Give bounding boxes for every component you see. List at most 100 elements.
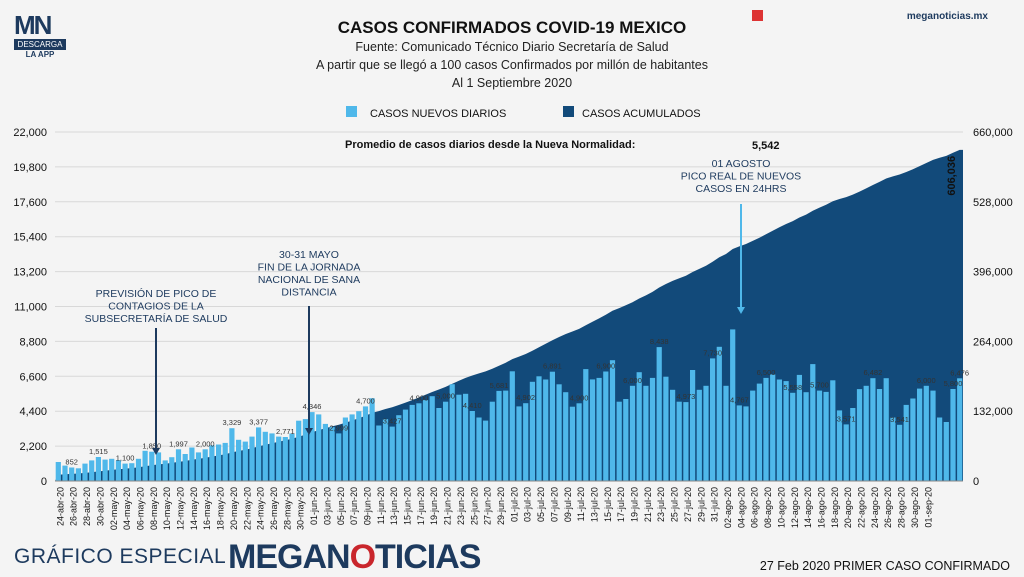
daily-bar (549, 371, 555, 481)
flag-icon (752, 10, 763, 21)
x-tick-label: 19-jul-20 (630, 487, 640, 522)
x-tick-label: 27-jun-20 (483, 487, 493, 525)
daily-bar (783, 381, 789, 481)
annotation-text: CONTAGIOS DE LA (108, 301, 204, 313)
x-tick-label: 12-may-20 (176, 487, 186, 530)
daily-bar (55, 462, 61, 481)
daily-bar (236, 439, 242, 481)
bar-data-label: 4,700 (356, 396, 375, 405)
bar-data-label: 4,900 (409, 393, 428, 402)
footer-brand: MEGANOTICIAS (228, 538, 481, 576)
daily-bar (943, 422, 949, 481)
cumulative-final-label: 606,036 (946, 156, 958, 196)
annotation-text: 01 AGOSTO (712, 158, 771, 170)
annotation-text: NACIONAL DE SANA (258, 274, 360, 286)
daily-bar (710, 358, 716, 481)
daily-bar (790, 392, 796, 481)
x-tick-label: 15-jul-20 (603, 487, 613, 522)
daily-bar (529, 381, 535, 481)
daily-bar (409, 404, 415, 481)
daily-bar (536, 376, 542, 481)
daily-bar (676, 401, 682, 481)
y-left-tick: 15,400 (13, 232, 47, 244)
daily-bar (329, 427, 335, 481)
daily-bar (429, 396, 435, 481)
daily-bar (683, 402, 689, 481)
chart-source: Fuente: Comunicado Técnico Diario Secret… (355, 40, 669, 54)
annotation-text: PREVISIÓN DE PICO DE (96, 287, 217, 300)
daily-bar (716, 346, 722, 481)
daily-bar (556, 384, 562, 481)
daily-bar (189, 447, 195, 481)
daily-bar (670, 389, 676, 481)
x-tick-label: 05-jul-20 (536, 487, 546, 522)
daily-bar (823, 391, 829, 481)
x-tick-label: 30-abr-20 (95, 487, 105, 526)
daily-bar (282, 437, 288, 481)
x-tick-label: 24-ago-20 (870, 487, 880, 528)
daily-bar (336, 433, 342, 481)
x-tick-label: 28-abr-20 (82, 487, 92, 526)
bar-data-label: 5,681 (490, 381, 509, 390)
daily-bar (763, 377, 769, 481)
legend-swatch-cumulative (563, 106, 574, 117)
x-tick-label: 05-jun-20 (336, 487, 346, 525)
x-tick-label: 28-ago-20 (897, 487, 907, 528)
daily-bar (816, 390, 823, 481)
legend-swatch-daily (346, 106, 357, 117)
daily-bar (830, 380, 836, 481)
bar-data-label: 1,997 (169, 439, 188, 448)
daily-bar (623, 399, 629, 481)
daily-bar (436, 408, 442, 481)
bar-data-label: 2,000 (196, 439, 215, 448)
x-tick-label: 01-jul-20 (509, 487, 519, 522)
daily-bar (756, 383, 762, 481)
x-tick-label: 22-may-20 (242, 487, 252, 530)
average-value: 5,542 (752, 140, 780, 152)
daily-bar (489, 401, 495, 481)
x-tick-label: 29-jun-20 (496, 487, 506, 525)
daily-bar (149, 451, 155, 481)
daily-bar (109, 458, 115, 481)
bar-data-label: 6,000 (917, 376, 936, 385)
x-tick-label: 25-jun-20 (469, 487, 479, 525)
daily-bar (322, 423, 328, 481)
daily-bar (75, 468, 81, 481)
x-tick-label: 09-jun-20 (363, 487, 373, 525)
y-left-tick: 19,800 (13, 162, 47, 174)
x-tick-label: 01-sep-20 (923, 487, 933, 528)
bar-data-label: 1,100 (116, 454, 135, 463)
x-tick-label: 04-ago-20 (736, 487, 746, 528)
daily-bar (216, 444, 222, 481)
y-right-tick: 660,000 (973, 127, 1013, 139)
annotation-text: SUBSECRETARÍA DE SALUD (85, 312, 228, 325)
daily-bar (476, 417, 482, 481)
site-url[interactable]: meganoticias.mx (906, 11, 988, 22)
x-tick-label: 24-may-20 (256, 487, 266, 530)
daily-bar (402, 409, 409, 481)
daily-bar (289, 433, 295, 481)
y-left-tick: 22,000 (13, 127, 47, 139)
x-tick-label: 31-jul-20 (710, 487, 720, 522)
x-tick-label: 12-ago-20 (790, 487, 800, 528)
daily-bar (503, 390, 509, 481)
daily-bar (589, 379, 596, 481)
daily-bar (389, 426, 395, 481)
daily-bar (69, 467, 75, 481)
daily-bar (876, 389, 883, 481)
bar-data-label: 6,500 (757, 368, 776, 377)
x-tick-label: 02-may-20 (109, 487, 119, 530)
daily-bar (456, 394, 462, 481)
daily-bar (162, 460, 168, 481)
bar-data-label: 1,850 (142, 442, 161, 451)
x-tick-label: 03-jun-20 (322, 487, 332, 525)
x-tick-label: 17-jun-20 (416, 487, 426, 525)
daily-bar (569, 406, 575, 481)
y-left-tick: 4,400 (19, 406, 47, 418)
x-tick-label: 20-may-20 (229, 487, 239, 530)
bar-data-label: 4,767 (730, 395, 749, 404)
x-tick-label: 23-jun-20 (456, 487, 466, 525)
bar-data-label: 4,900 (570, 393, 589, 402)
daily-bar (356, 411, 362, 481)
daily-bar (850, 408, 856, 481)
